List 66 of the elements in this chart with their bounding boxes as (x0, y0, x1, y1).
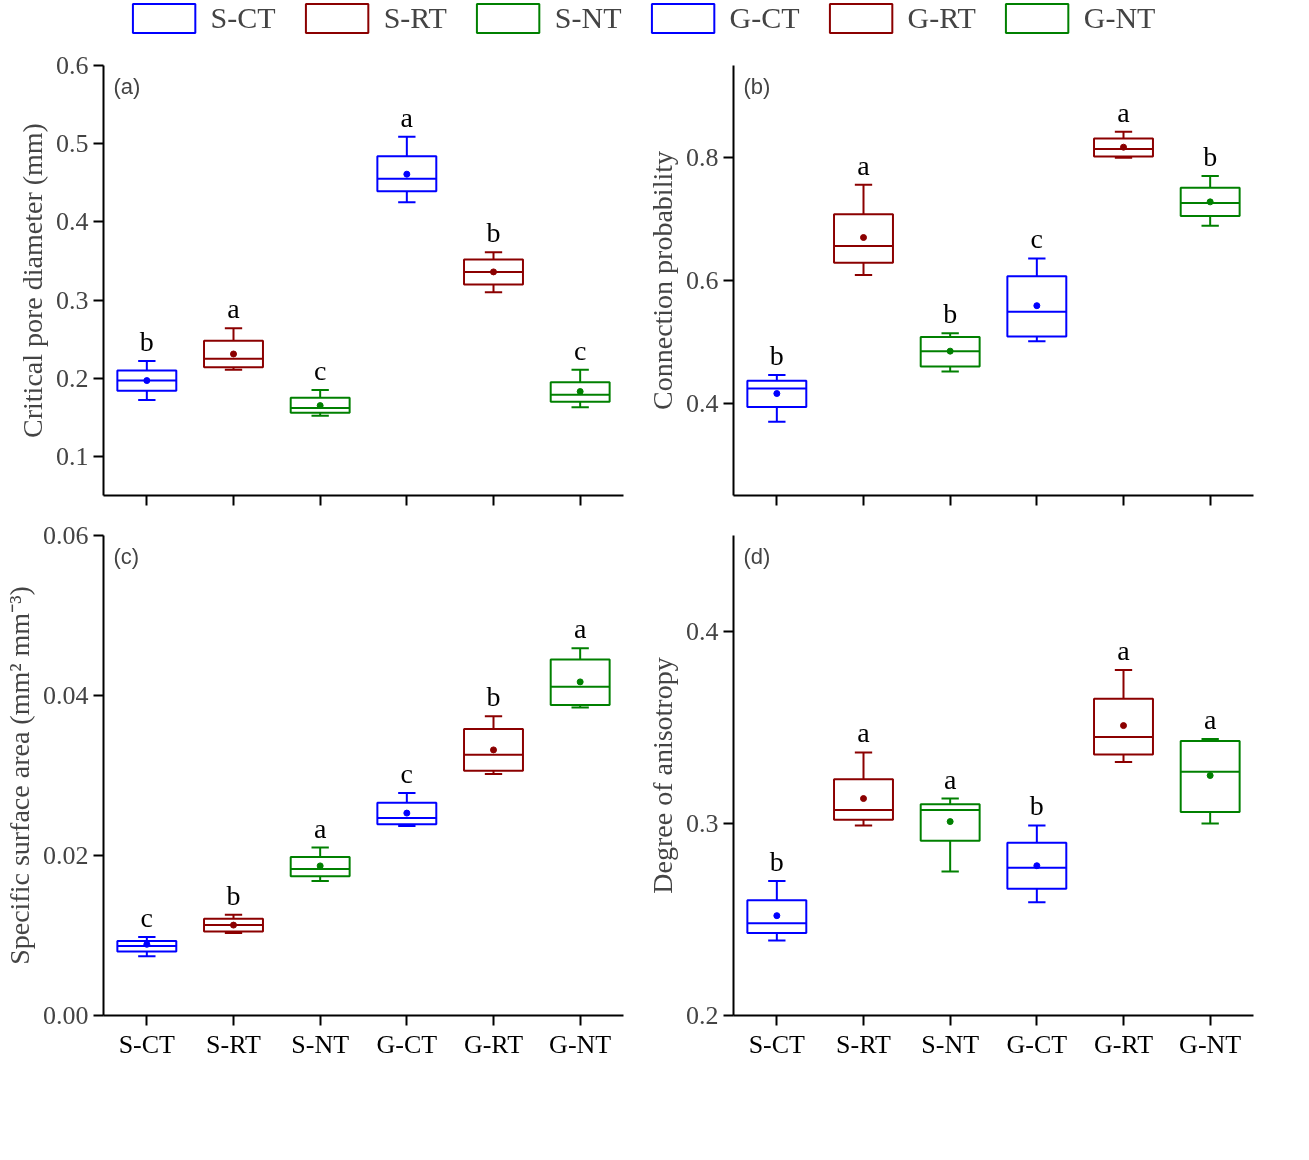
annotation: a (857, 717, 871, 749)
x-tick-label: G-CT (1006, 1029, 1068, 1059)
x-tick-label: G-CT (376, 1029, 438, 1059)
y-tick-label: 0.04 (43, 681, 89, 710)
annotation: c (573, 334, 587, 366)
y-tick-label: 0.1 (56, 441, 89, 471)
legend-label: G-RT (907, 1, 976, 35)
x-tick-label: G-RT (463, 1029, 524, 1059)
annotation: a (857, 149, 871, 181)
annotation: b (943, 298, 958, 330)
annotation: a (1203, 704, 1217, 736)
x-tick-label: S-CT (748, 1029, 806, 1059)
y-tick-label: 0.8 (686, 143, 719, 173)
legend-label: G-CT (729, 1, 800, 35)
y-tick-label: 0.6 (56, 51, 89, 80)
y-tick-label: 0.5 (56, 129, 89, 159)
annotation: b (1203, 141, 1218, 173)
annotation: a (1117, 96, 1131, 128)
x-tick-label: S-CT (118, 1029, 176, 1059)
annotation: a (313, 812, 327, 844)
chart-title: (a) (113, 73, 141, 99)
annotation: c (1030, 223, 1044, 255)
y-tick-label: 0.6 (686, 266, 719, 295)
y-tick-label: 0.3 (686, 809, 719, 838)
y-tick-label: 0.02 (43, 841, 89, 870)
y-axis-title: Degree of anisotropy (647, 657, 678, 894)
annotation: b (139, 326, 154, 358)
y-axis-title: Specific surface area (mm² mm⁻³) (4, 586, 35, 965)
legend-label: S-CT (210, 1, 276, 35)
chart-title: (b) (743, 73, 771, 99)
y-axis-title: Connection probability (647, 151, 678, 410)
annotation: c (400, 758, 414, 790)
y-tick-label: 0.4 (686, 388, 719, 418)
annotation: c (313, 354, 327, 386)
annotation: a (943, 763, 957, 795)
annotation: a (400, 101, 414, 133)
y-tick-label: 0.2 (686, 1001, 719, 1030)
y-tick-label: 0.4 (56, 207, 89, 237)
x-tick-label: S-NT (291, 1029, 350, 1059)
annotation: b (769, 340, 784, 372)
annotation: c (140, 902, 154, 934)
legend-label: G-NT (1083, 1, 1156, 35)
annotation: a (227, 293, 241, 325)
x-tick-label: G-NT (1179, 1029, 1242, 1059)
annotation: b (226, 879, 241, 911)
x-tick-label: G-NT (549, 1029, 612, 1059)
legend-label: S-RT (383, 1, 447, 35)
chart-title: (d) (743, 543, 771, 569)
y-tick-label: 0.2 (56, 363, 89, 393)
annotation: a (573, 613, 587, 645)
annotation: b (486, 681, 501, 713)
x-tick-label: S-RT (836, 1029, 892, 1059)
y-tick-label: 0.3 (56, 285, 89, 315)
legend-label: S-NT (554, 1, 622, 35)
chart-title: (c) (113, 543, 140, 569)
y-tick-label: 0.06 (43, 521, 89, 550)
y-tick-label: 0.4 (686, 617, 719, 646)
annotation: b (769, 846, 784, 878)
annotation: a (1117, 634, 1131, 666)
annotation: b (486, 217, 501, 249)
y-axis-title: Critical pore diameter (mm) (17, 123, 48, 438)
annotation: b (1029, 790, 1044, 822)
x-tick-label: G-RT (1093, 1029, 1154, 1059)
x-tick-label: S-NT (921, 1029, 980, 1059)
y-tick-label: 0.00 (43, 1001, 89, 1030)
x-tick-label: S-RT (206, 1029, 262, 1059)
